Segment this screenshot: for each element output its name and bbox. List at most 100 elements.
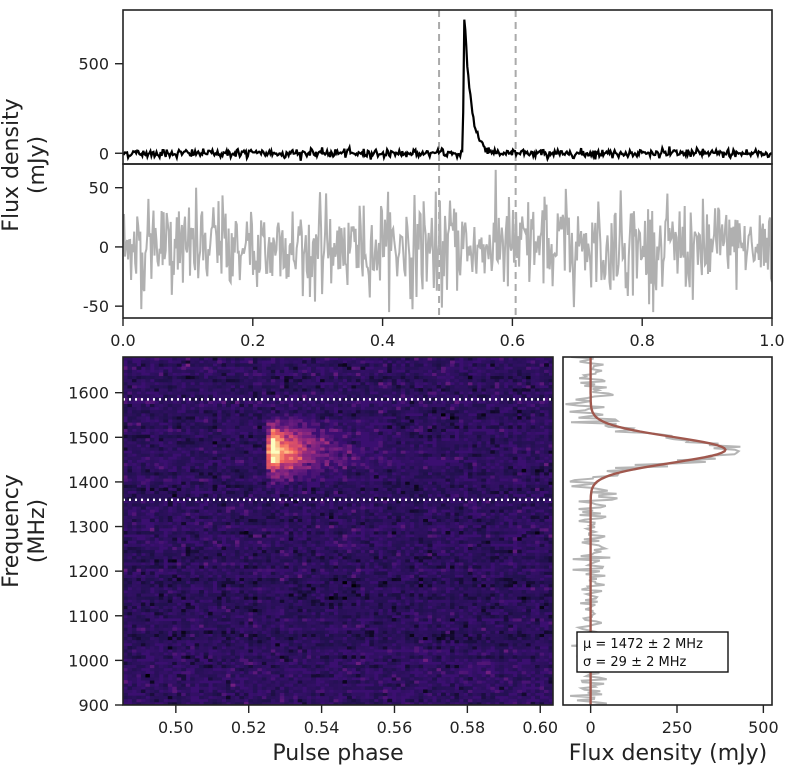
heatmap-cell (199, 552, 205, 557)
heatmap-cell (476, 689, 482, 693)
heatmap-cell (194, 506, 200, 510)
heatmap-cell (499, 670, 505, 675)
heatmap-cell (396, 695, 402, 700)
heatmap-cell (127, 686, 133, 690)
heatmap-cell (508, 571, 514, 575)
heatmap-cell (346, 586, 352, 591)
heatmap-cell (494, 680, 500, 684)
heatmap-cell (324, 670, 330, 675)
heatmap-cell (445, 686, 451, 690)
heatmap-cell (266, 531, 272, 535)
heatmap-cell (391, 636, 397, 641)
heatmap-cell (127, 658, 133, 662)
heatmap-cell (149, 583, 155, 588)
heatmap-cell (248, 524, 254, 529)
heatmap-cell (360, 555, 366, 560)
heatmap-cell (172, 701, 178, 705)
heatmap-cell (346, 580, 352, 585)
heatmap-cell (297, 618, 303, 622)
heatmap-cell (382, 680, 388, 684)
heatmap-cell (172, 580, 178, 585)
heatmap-cell (544, 506, 549, 510)
heatmap-cell (131, 667, 137, 672)
heatmap-cell (409, 645, 415, 650)
heatmap-cell (185, 624, 191, 628)
heatmap-cell (221, 515, 227, 519)
heatmap-cell (508, 642, 514, 647)
heatmap-cell (275, 605, 281, 610)
heatmap-cell (306, 524, 312, 529)
heatmap-cell (351, 621, 357, 625)
heatmap-cell (454, 667, 460, 672)
heatmap-cell (364, 515, 370, 519)
heatmap-cell (485, 614, 491, 619)
heatmap-cell (261, 546, 267, 551)
heatmap-cell (123, 608, 128, 613)
heatmap-cell (387, 630, 393, 634)
heatmap-cell (463, 686, 469, 690)
heatmap-cell (127, 515, 133, 519)
heatmap-cell (530, 655, 536, 659)
heatmap-cell (427, 593, 433, 597)
heatmap-cell (270, 524, 276, 529)
heatmap-cell (252, 673, 258, 678)
heatmap-cell (279, 531, 285, 535)
heatmap-cell (338, 574, 343, 579)
heatmap-cell (449, 577, 455, 582)
heatmap-cell (315, 537, 321, 541)
heatmap-cell (355, 664, 361, 669)
heatmap-cell (454, 698, 460, 703)
top-y-axis-title-units: (mJy) (25, 136, 50, 194)
heatmap-cell (355, 605, 361, 610)
heatmap-cell (436, 577, 442, 582)
heatmap-cell (441, 661, 446, 666)
heatmap-cell (427, 692, 433, 697)
heatmap-cell (163, 636, 169, 641)
heatmap-cell (517, 624, 523, 628)
heatmap-cell (405, 670, 411, 675)
heatmap-cell (535, 599, 540, 603)
heatmap-cell (400, 555, 406, 560)
heatmap-cell (172, 531, 178, 535)
heatmap-cell (382, 552, 388, 557)
heatmap-cell (288, 621, 294, 625)
heatmap-cell (275, 543, 281, 547)
heatmap-cell (145, 546, 151, 551)
heatmap-cell (396, 512, 402, 516)
heatmap-cell (494, 636, 500, 641)
heatmap-cell (127, 695, 133, 700)
heatmap-cell (521, 670, 527, 675)
heatmap-cell (324, 506, 330, 510)
heatmap-cell (212, 562, 218, 566)
heatmap-cell (481, 630, 487, 634)
heatmap-cell (261, 599, 267, 603)
heatmap-cell (423, 580, 428, 585)
heatmap-cell (123, 555, 128, 560)
heatmap-cell (494, 534, 500, 538)
heatmap-cell (360, 686, 366, 690)
heatmap-cell (217, 583, 222, 588)
heatmap-cell (503, 673, 509, 678)
heatmap-cell (490, 586, 496, 591)
heatmap-cell (261, 534, 267, 538)
heatmap-cell (481, 677, 487, 681)
heatmap-cell (517, 593, 523, 597)
heatmap-cell (351, 633, 357, 638)
heatmap-cell (508, 527, 514, 532)
heatmap-cell (217, 577, 222, 582)
heatmap-cell (181, 692, 187, 697)
heatmap-cell (154, 586, 160, 591)
heatmap-cell (382, 655, 388, 659)
heatmap-cell (499, 655, 505, 659)
heatmap-cell (521, 639, 527, 644)
heatmap-cell (136, 624, 142, 628)
heatmap-cell (185, 683, 191, 687)
heatmap-cell (508, 686, 514, 690)
heatmap-cell (306, 543, 312, 547)
heatmap-cell (208, 611, 213, 616)
heatmap-cell (472, 701, 478, 705)
heatmap-cell (535, 512, 540, 516)
heatmap-cell (270, 571, 276, 575)
heatmap-cell (521, 645, 527, 650)
